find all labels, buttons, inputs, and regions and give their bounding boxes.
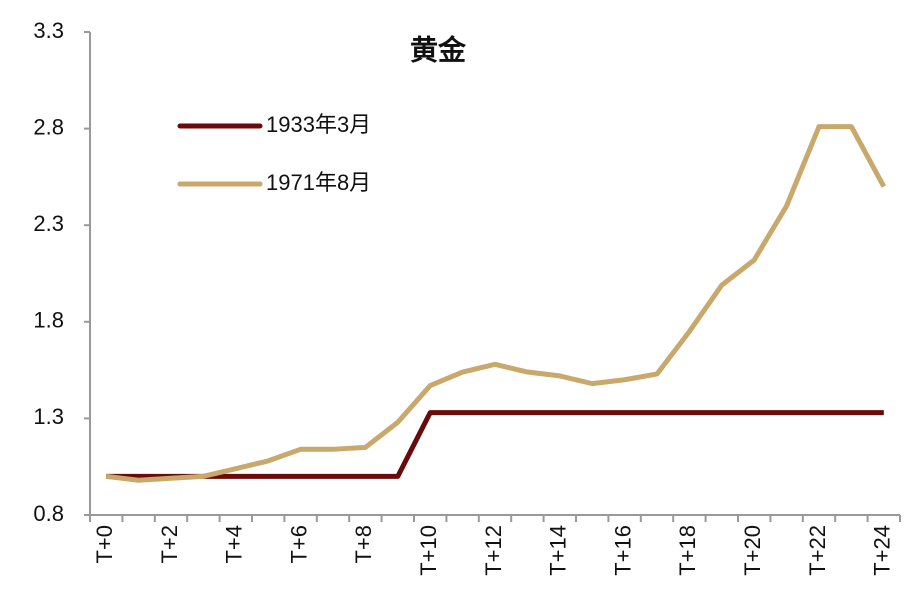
x-tick-label: T+14 — [546, 525, 571, 576]
y-tick-label: 2.3 — [33, 211, 64, 236]
series-line — [106, 410, 884, 479]
x-tick-label: T+12 — [481, 525, 506, 576]
x-tick-label: T+10 — [416, 525, 441, 576]
x-tick-label: T+0 — [92, 525, 117, 564]
y-tick-label: 3.3 — [33, 18, 64, 43]
legend-label: 1933年3月 — [266, 112, 371, 137]
x-tick-label: T+20 — [740, 525, 765, 576]
x-tick-label: T+22 — [805, 525, 830, 576]
series-line — [105, 124, 886, 483]
y-tick-label: 1.8 — [33, 308, 64, 333]
x-tick-label: T+24 — [870, 525, 895, 576]
y-tick-label: 1.3 — [33, 404, 64, 429]
x-tick-label: T+2 — [157, 525, 182, 564]
y-tick-label: 0.8 — [33, 501, 64, 526]
chart-title: 黄金 — [410, 33, 467, 65]
x-tick-label: T+16 — [610, 525, 635, 576]
x-tick-label: T+8 — [351, 525, 376, 564]
y-tick-label: 2.8 — [33, 114, 64, 139]
x-tick-label: T+18 — [675, 525, 700, 576]
x-tick-label: T+4 — [222, 525, 247, 564]
legend-label: 1971年8月 — [266, 170, 371, 195]
x-tick-label: T+6 — [286, 525, 311, 564]
